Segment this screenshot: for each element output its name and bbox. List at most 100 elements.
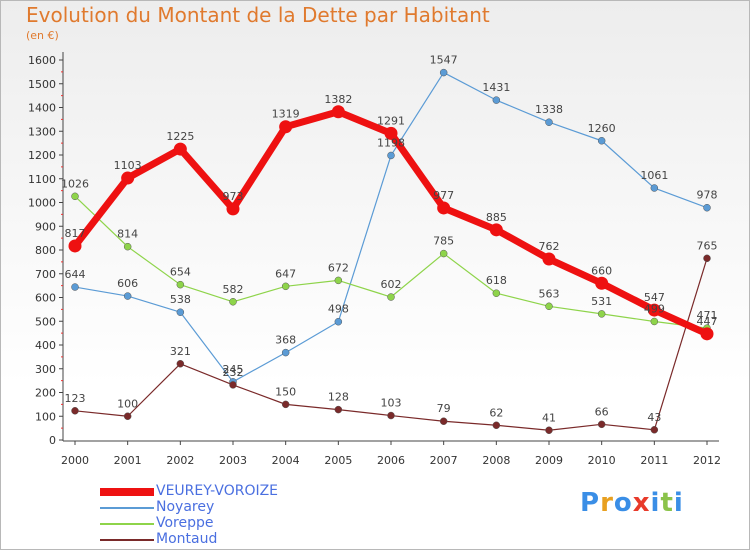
series-point	[123, 292, 132, 300]
y-tick-label: 500	[35, 315, 56, 328]
series-line-2	[74, 195, 708, 329]
data-label: 977	[433, 189, 454, 202]
series-point	[229, 381, 237, 389]
logo-letter: o	[613, 488, 633, 518]
logo-letter: i	[673, 488, 684, 518]
y-tick-label: 200	[35, 387, 56, 400]
series-point	[545, 118, 553, 126]
series-point	[176, 280, 185, 289]
data-label: 368	[275, 334, 296, 347]
legend-swatch	[100, 507, 154, 509]
y-tick-label: 900	[35, 220, 56, 233]
data-label: 618	[486, 274, 507, 287]
legend-swatch	[100, 488, 154, 496]
series-point	[229, 298, 237, 306]
data-label: 1103	[114, 159, 142, 172]
data-label: 1319	[272, 108, 300, 121]
data-label: 1431	[482, 81, 510, 94]
series-point	[68, 239, 82, 253]
series-point	[334, 317, 343, 326]
x-tick-label: 2008	[482, 454, 510, 467]
data-label: 978	[697, 189, 718, 202]
data-label: 563	[539, 287, 560, 300]
legend-label: Noyarey	[156, 499, 215, 515]
data-label: 128	[328, 391, 349, 404]
data-label: 499	[644, 302, 665, 315]
y-tick-label: 0	[49, 434, 56, 447]
series-point	[489, 223, 503, 237]
data-label: 785	[433, 235, 454, 248]
x-tick-label: 2001	[114, 454, 142, 467]
data-label: 817	[65, 227, 86, 240]
series-point	[439, 249, 448, 258]
series-point	[492, 96, 501, 104]
series-point	[71, 407, 79, 415]
series-point	[597, 137, 606, 145]
data-label: 1382	[324, 93, 352, 106]
series-point	[176, 360, 185, 368]
chart-subtitle: (en €)	[26, 29, 59, 42]
series-point	[545, 302, 553, 311]
data-label: 1198	[377, 136, 405, 149]
series-point	[281, 282, 290, 291]
data-label: 123	[65, 392, 86, 405]
data-label: 447	[697, 315, 718, 328]
series-point	[437, 201, 451, 215]
data-label: 538	[170, 293, 191, 306]
data-label: 814	[117, 228, 138, 241]
data-label: 644	[65, 268, 86, 281]
x-tick-label: 2004	[272, 454, 300, 467]
series-point	[387, 411, 395, 420]
series-point	[439, 68, 448, 77]
data-label: 100	[117, 397, 138, 410]
logo-letter: x	[632, 488, 651, 518]
data-label: 1291	[377, 114, 405, 127]
series-point	[281, 348, 290, 357]
x-tick-label: 2003	[219, 454, 247, 467]
series-point	[226, 202, 240, 216]
data-label: 582	[223, 283, 244, 296]
y-tick-label: 1300	[28, 125, 56, 138]
series-point	[71, 192, 79, 201]
data-label: 531	[591, 295, 612, 308]
series-point	[123, 412, 132, 420]
proxiti-logo: Proxiti	[580, 488, 684, 518]
series-point	[703, 203, 711, 212]
series-point	[597, 420, 606, 429]
data-label: 973	[223, 190, 244, 203]
x-tick-label: 2010	[588, 454, 616, 467]
series-point	[331, 105, 345, 119]
data-label: 606	[117, 277, 138, 290]
series-point	[121, 171, 135, 185]
series-point	[647, 303, 661, 317]
series-point	[123, 242, 132, 251]
data-label: 498	[328, 303, 349, 316]
y-tick-label: 1000	[28, 197, 56, 210]
series-point	[334, 276, 343, 285]
x-tick-label: 2011	[640, 454, 668, 467]
data-label: 1225	[166, 130, 194, 143]
series-point	[71, 283, 79, 291]
y-tick-label: 1200	[28, 149, 56, 162]
legend-label: VEUREY-VOROIZE	[156, 483, 279, 499]
data-label: 103	[381, 397, 402, 410]
data-label: 62	[489, 406, 503, 419]
data-label: 1026	[61, 177, 89, 190]
series-point	[279, 120, 293, 134]
y-tick-label: 1100	[28, 173, 56, 186]
y-tick-label: 300	[35, 363, 56, 376]
y-tick-label: 1400	[28, 102, 56, 115]
data-label: 471	[697, 309, 718, 322]
legend-label: Montaud	[156, 531, 218, 547]
y-tick-label: 400	[35, 339, 56, 352]
series-point	[650, 426, 659, 434]
series-point	[650, 317, 659, 326]
y-tick-label: 600	[35, 292, 56, 305]
chart-title: Evolution du Montant de la Dette par Hab…	[26, 3, 490, 27]
data-label: 1260	[588, 122, 616, 135]
series-point	[439, 417, 448, 425]
series-point	[650, 184, 659, 192]
x-tick-label: 2005	[324, 454, 352, 467]
y-tick-label: 1500	[28, 78, 56, 91]
